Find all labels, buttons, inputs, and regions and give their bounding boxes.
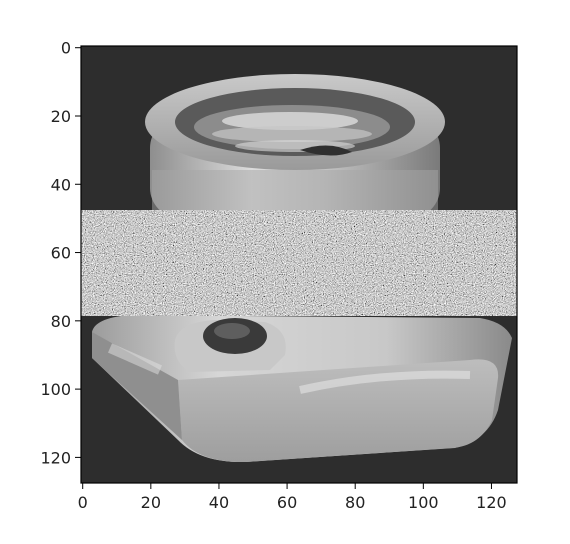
y-tick-label: 20 (51, 107, 71, 126)
socket-cup (145, 74, 445, 218)
axes-frame (80, 45, 518, 484)
x-axis: 0 20 40 60 80 100 120 (78, 483, 507, 512)
y-tick-label: 0 (61, 39, 71, 58)
x-tick-label: 60 (277, 493, 297, 512)
y-tick-label: 80 (51, 312, 71, 331)
x-tick-label: 80 (345, 493, 365, 512)
x-tick-label: 100 (408, 493, 439, 512)
x-tick-label: 120 (476, 493, 507, 512)
socket-base (92, 315, 512, 463)
y-axis: 0 20 40 60 80 100 120 (40, 39, 81, 467)
x-tick-label: 40 (209, 493, 229, 512)
image-content (81, 46, 517, 483)
noise-band (81, 210, 517, 316)
y-tick-label: 40 (51, 175, 71, 194)
y-tick-label: 100 (40, 380, 71, 399)
x-tick-label: 0 (78, 493, 88, 512)
x-tick-label: 20 (141, 493, 161, 512)
y-tick-label: 120 (40, 448, 71, 467)
y-tick-label: 60 (51, 244, 71, 263)
